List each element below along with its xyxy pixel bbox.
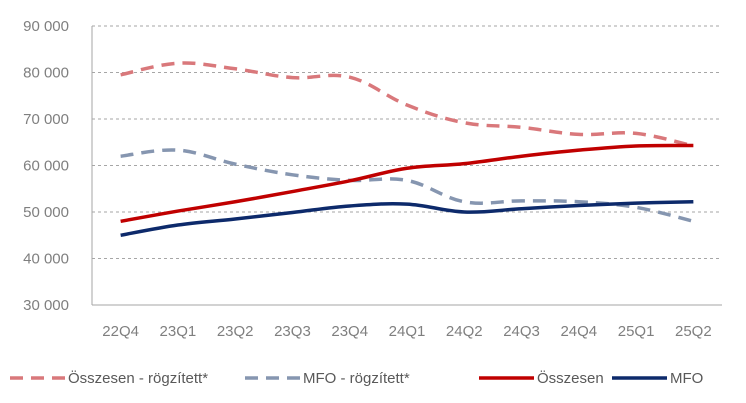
series-line-4 <box>120 200 694 237</box>
x-tick-label: 24Q4 <box>560 323 597 340</box>
legend-label: Összesen - rögzített* <box>68 369 208 387</box>
y-tick-label: 70 000 <box>23 111 69 128</box>
x-tick-label: 23Q3 <box>274 323 311 340</box>
x-tick-label: 24Q3 <box>503 323 540 340</box>
x-tick-label: 24Q1 <box>389 323 426 340</box>
x-tick-label: 22Q4 <box>102 323 139 340</box>
y-tick-label: 40 000 <box>23 251 69 268</box>
y-tick-label: 30 000 <box>23 297 69 314</box>
x-tick-label: 23Q2 <box>217 323 254 340</box>
series-line-2 <box>120 148 694 224</box>
legend: Összesen - rögzített* MFO - rögzített* Öss… <box>10 369 703 387</box>
x-tick-label: 25Q1 <box>618 323 655 340</box>
x-tick-label: 24Q2 <box>446 323 483 340</box>
x-axis-ticks: 22Q4 23Q1 23Q2 23Q3 23Q4 24Q1 24Q2 24Q3 24Q4 25Q1… <box>102 323 711 340</box>
x-tick-label: 25Q2 <box>675 323 712 340</box>
y-tick-label: 80 000 <box>23 65 69 82</box>
x-tick-label: 23Q1 <box>160 323 197 340</box>
legend-label: Összesen <box>537 369 604 387</box>
series-line-3 <box>120 143 694 224</box>
y-axis-ticks: 30 000 40 000 50 000 60 000 70 000 80 000 90 0… <box>23 18 69 314</box>
y-tick-label: 60 000 <box>23 158 69 175</box>
gridlines <box>91 25 722 306</box>
y-tick-label: 50 000 <box>23 204 69 221</box>
x-tick-label: 23Q4 <box>331 323 368 340</box>
series-lines <box>120 61 694 237</box>
legend-label: MFO - rögzített* <box>303 370 410 387</box>
series-line-1 <box>120 61 694 148</box>
y-tick-label: 90 000 <box>23 18 69 35</box>
legend-label: MFO <box>670 370 703 387</box>
